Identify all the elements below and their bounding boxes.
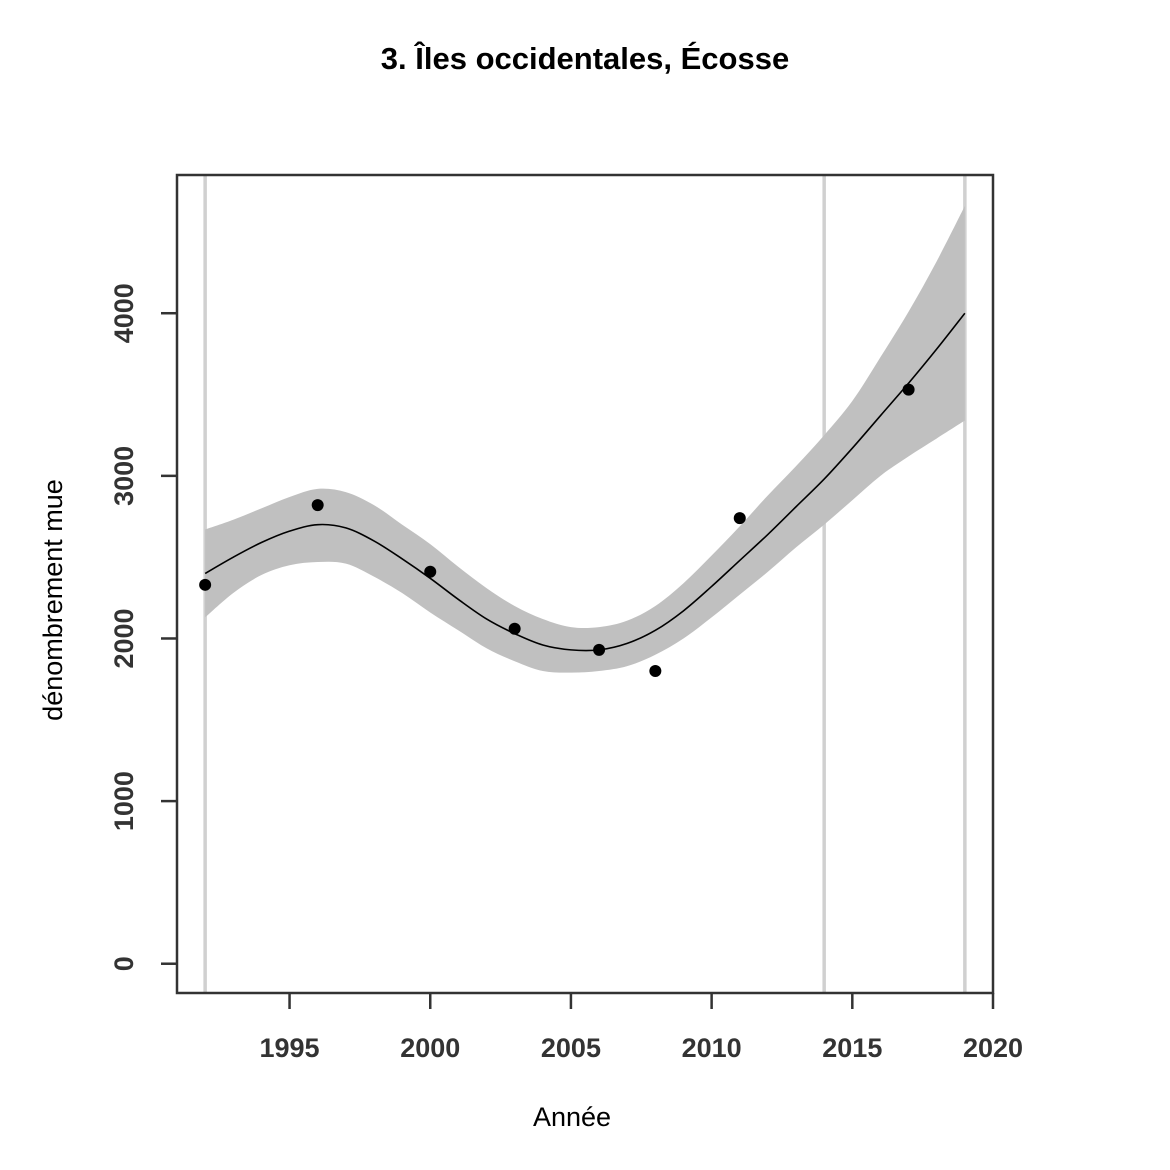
data-points (199, 383, 915, 678)
vertical-lines (203, 175, 967, 993)
data-point (593, 643, 606, 656)
x-tick-label: 2000 (400, 1033, 460, 1063)
data-point (649, 665, 662, 678)
fit-curve (204, 312, 966, 652)
confidence-band-area (205, 205, 965, 673)
data-point (424, 565, 437, 578)
y-axis-label: dénombrement mue (38, 479, 68, 721)
data-point (508, 622, 521, 635)
y-tick-label: 4000 (109, 283, 139, 343)
y-tick-label: 0 (109, 956, 139, 971)
fit-line (204, 312, 966, 652)
x-tick-label: 2020 (963, 1033, 1023, 1063)
x-tick-label: 2015 (822, 1033, 882, 1063)
chart-title: 3. Îles occidentales, Écosse (381, 40, 789, 76)
y-axis: 0 1000 2000 3000 4000 (109, 283, 177, 971)
y-tick-label: 1000 (109, 771, 139, 831)
x-tick-label: 2010 (682, 1033, 742, 1063)
plot-frame (175, 173, 995, 995)
x-tick-label: 1995 (260, 1033, 320, 1063)
confidence-band (205, 205, 965, 673)
x-axis: 1995 2000 2005 2010 2015 2020 (260, 993, 1023, 1063)
data-point (311, 499, 324, 512)
y-tick-label: 2000 (109, 608, 139, 668)
data-point (733, 512, 746, 525)
data-point (902, 383, 915, 396)
y-tick-label: 3000 (109, 446, 139, 506)
data-point (199, 578, 212, 591)
x-axis-label: Année (533, 1102, 611, 1132)
x-tick-label: 2005 (541, 1033, 601, 1063)
